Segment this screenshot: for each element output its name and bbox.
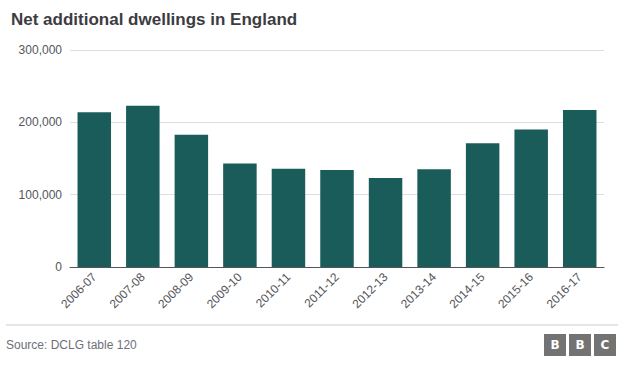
svg-text:2006-07: 2006-07 — [58, 270, 99, 311]
svg-text:100,000: 100,000 — [19, 188, 63, 202]
svg-text:2015-16: 2015-16 — [495, 270, 536, 311]
svg-text:2010-11: 2010-11 — [253, 270, 294, 311]
svg-text:300,000: 300,000 — [19, 43, 63, 57]
svg-text:0: 0 — [55, 260, 62, 274]
svg-text:Source: DCLG table 120: Source: DCLG table 120 — [6, 338, 137, 352]
svg-text:200,000: 200,000 — [19, 115, 63, 129]
svg-text:2016-17: 2016-17 — [544, 270, 585, 311]
svg-text:2007-08: 2007-08 — [107, 270, 148, 311]
svg-text:B: B — [575, 338, 584, 352]
svg-text:2011-12: 2011-12 — [302, 270, 343, 311]
svg-text:2012-13: 2012-13 — [349, 270, 390, 311]
svg-text:2009-10: 2009-10 — [204, 270, 245, 311]
svg-text:2013-14: 2013-14 — [398, 270, 439, 311]
svg-text:C: C — [601, 338, 610, 352]
svg-text:B: B — [550, 338, 559, 352]
svg-text:Net additional dwellings in En: Net additional dwellings in England — [11, 10, 297, 29]
svg-text:2014-15: 2014-15 — [447, 270, 488, 311]
svg-text:2008-09: 2008-09 — [155, 270, 196, 311]
